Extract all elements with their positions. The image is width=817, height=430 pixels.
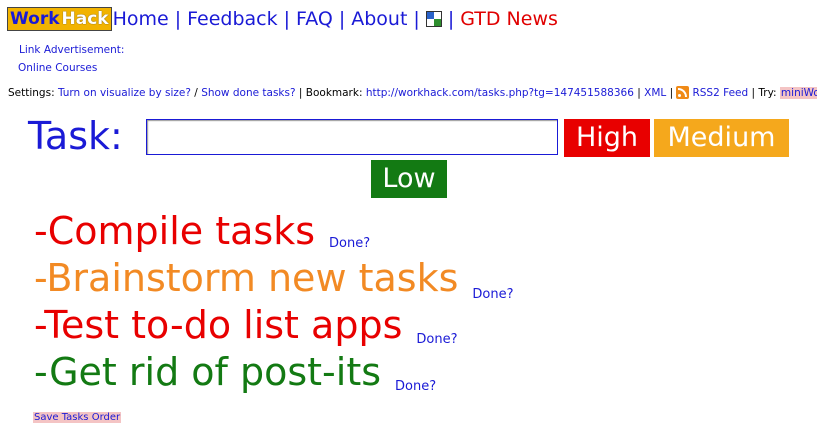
bookmark-label: | Bookmark: <box>298 86 363 99</box>
done-link[interactable]: Done? <box>329 236 371 251</box>
logo-hack: Hack <box>60 8 111 30</box>
done-link[interactable]: Done? <box>472 287 514 302</box>
nav-faq-link[interactable]: FAQ <box>296 8 333 30</box>
nav-feedback-link[interactable]: Feedback <box>187 8 278 30</box>
settings-prefix: Settings: <box>8 86 55 99</box>
rss-feed-link[interactable]: RSS2 Feed <box>692 86 749 99</box>
try-label: | Try: <box>751 86 777 99</box>
xml-link[interactable]: XML <box>644 86 667 99</box>
settings-separator: | <box>637 86 641 99</box>
task-item: -Brainstorm new tasks Done? <box>34 255 514 302</box>
task-label: Task: <box>28 114 123 158</box>
rss-icon[interactable] <box>676 86 690 99</box>
task-text[interactable]: -Test to-do list apps <box>34 303 403 347</box>
nav-separator: | <box>174 8 182 30</box>
gtd-news-link[interactable]: GTD News <box>460 8 558 30</box>
nav-separator: | <box>283 8 291 30</box>
nav-about-link[interactable]: About <box>351 8 408 30</box>
task-item: -Test to-do list apps Done? <box>34 302 514 349</box>
nav-separator: | <box>447 8 455 30</box>
task-input[interactable] <box>146 119 558 155</box>
task-list: -Compile tasks Done? -Brainstorm new tas… <box>34 208 514 396</box>
settings-bar: Settings: Turn on visualize by size? / S… <box>8 86 817 99</box>
task-item: -Compile tasks Done? <box>34 208 514 255</box>
bookmark-url-link[interactable]: http://workhack.com/tasks.php?tg=1474515… <box>365 86 634 99</box>
windows-logo-icon[interactable] <box>425 11 442 27</box>
low-priority-button[interactable]: Low <box>371 160 447 198</box>
logo-work: Work <box>8 8 61 30</box>
settings-slash: / <box>194 86 198 99</box>
nav-home-link[interactable]: Home <box>112 8 169 30</box>
show-done-link[interactable]: Show done tasks? <box>201 86 296 99</box>
settings-separator: | <box>669 86 674 99</box>
online-courses-link[interactable]: Online Courses <box>18 62 98 74</box>
done-link[interactable]: Done? <box>416 332 458 347</box>
task-item: -Get rid of post-its Done? <box>34 349 514 396</box>
nav-separator: | <box>338 8 346 30</box>
done-link[interactable]: Done? <box>395 379 437 394</box>
task-text[interactable]: -Get rid of post-its <box>34 350 382 394</box>
top-nav: Work Hack Home | Feedback | FAQ | About |… <box>7 6 558 32</box>
task-text[interactable]: -Brainstorm new tasks <box>34 256 459 300</box>
workhack-logo[interactable]: Work Hack <box>7 7 112 31</box>
visualize-size-link[interactable]: Turn on visualize by size? <box>57 86 191 99</box>
mini-workhack-link[interactable]: miniWorkHack <box>779 86 817 99</box>
high-priority-button[interactable]: High <box>564 119 650 157</box>
nav-separator: | <box>413 8 420 30</box>
task-text[interactable]: -Compile tasks <box>34 209 315 253</box>
medium-priority-button[interactable]: Medium <box>654 119 789 157</box>
save-tasks-order-link[interactable]: Save Tasks Order <box>33 412 122 423</box>
ad-label: Link Advertisement: <box>19 44 125 56</box>
